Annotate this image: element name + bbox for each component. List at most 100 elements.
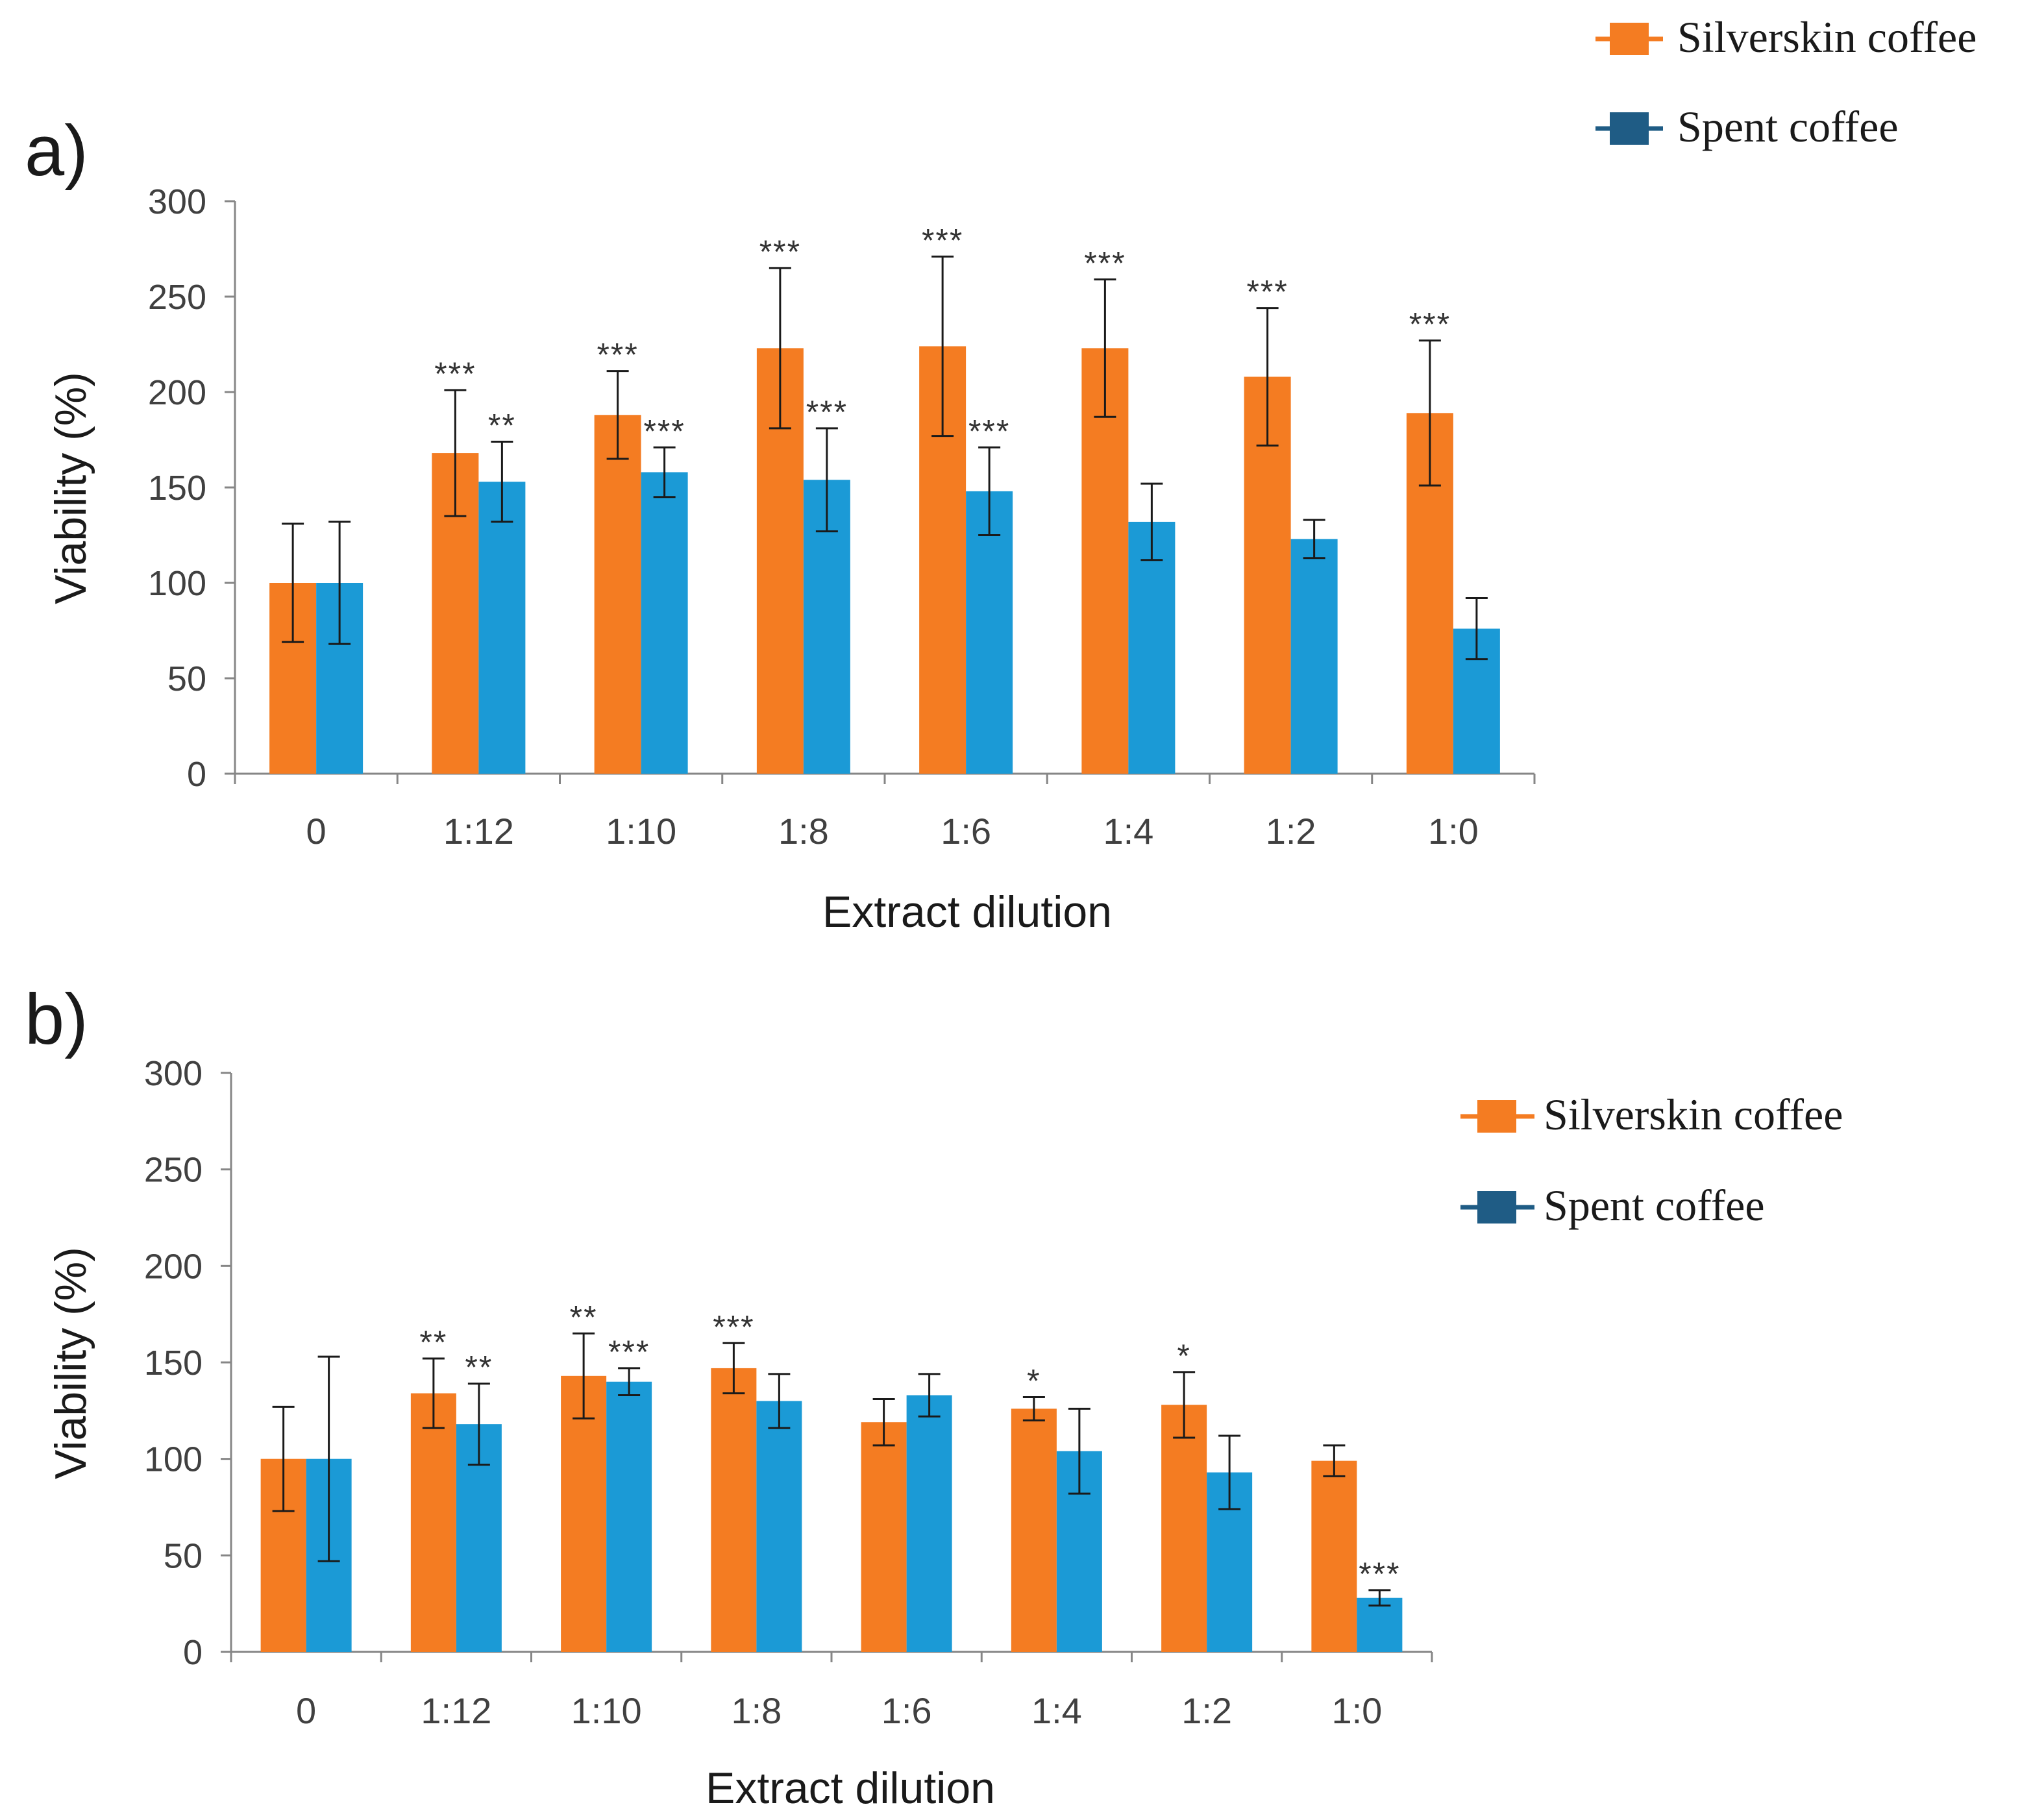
panel-b-y-tick-label: 250 xyxy=(144,1151,203,1190)
panel-b-bar-spent xyxy=(906,1395,952,1652)
panel-b-x-tick-label: 1:8 xyxy=(731,1690,782,1731)
panel-b-legend-silverskin-swatch xyxy=(1477,1100,1516,1133)
panel-a-legend-silverskin[interactable]: Silverskin coffee xyxy=(1595,12,1977,62)
panel-a-error-bar-spent xyxy=(491,440,513,523)
panel-b-legend: Silverskin coffee Spent coffee xyxy=(1460,1090,1843,1230)
panel-b-y-tick-label: 300 xyxy=(144,1054,203,1093)
panel-b-significance-silverskin: ** xyxy=(419,1324,447,1360)
panel-a-y-tick-label: 150 xyxy=(148,469,206,508)
panel-b-x-tick-label: 1:4 xyxy=(1031,1690,1082,1731)
panel-b-x-tick-label: 0 xyxy=(296,1690,316,1731)
panel-b-error-bar-silverskin xyxy=(1022,1396,1045,1421)
panel-a-significance-spent: *** xyxy=(643,413,685,449)
panel-a-significance-spent: *** xyxy=(806,394,848,430)
panel-b-legend-spent-swatch xyxy=(1477,1191,1516,1224)
panel-a-significance-silverskin: *** xyxy=(434,356,476,392)
panel-b-significance-spent: *** xyxy=(608,1334,650,1370)
panel-b-legend-silverskin-label: Silverskin coffee xyxy=(1544,1090,1843,1139)
panel-a-legend-spent-label: Spent coffee xyxy=(1677,102,1899,151)
panel-b-significance-silverskin: ** xyxy=(570,1299,598,1335)
panel-a-error-bar-silverskin xyxy=(1418,339,1441,487)
panel-a-bar-spent xyxy=(1290,539,1338,774)
panel-a-bar-spent xyxy=(641,472,688,774)
panel-a-x-tick-label: 1:4 xyxy=(1103,811,1153,852)
panel-a-significance-silverskin: *** xyxy=(1409,306,1451,343)
panel-b-error-bar-spent xyxy=(618,1367,641,1397)
panel-a-y-tick-label: 200 xyxy=(148,373,206,412)
panel-b-x-tick-label: 1:6 xyxy=(881,1690,932,1731)
panel-b-x-tick-label: 1:2 xyxy=(1181,1690,1232,1731)
panel-b-bar-silverskin xyxy=(711,1368,757,1652)
panel-a-x-tick-label: 0 xyxy=(306,811,326,852)
panel-b-significance-spent: *** xyxy=(1359,1556,1400,1592)
panel-a-bar-spent xyxy=(966,491,1013,774)
panel-b-bar-spent xyxy=(1357,1597,1403,1652)
panel-b-significance-silverskin: * xyxy=(1027,1363,1041,1399)
panel-a-y-tick-label: 0 xyxy=(187,755,206,794)
panel-b-error-bar-spent xyxy=(1068,1407,1090,1495)
panel-a-error-bar-spent xyxy=(1465,597,1488,661)
panel-a-label: a) xyxy=(25,111,88,191)
panel-a-error-bar-silverskin xyxy=(444,389,467,517)
panel-a-x-tick-label: 1:2 xyxy=(1266,811,1316,852)
panel-a-x-tick-label: 1:0 xyxy=(1428,811,1479,852)
panel-a-x-tick-label: 1:10 xyxy=(606,811,676,852)
panel-b-error-bar-spent xyxy=(768,1373,791,1429)
panel-a-legend-silverskin-swatch xyxy=(1610,23,1649,55)
panel-a-error-bar-spent xyxy=(328,521,351,645)
panel-a-significance-silverskin: *** xyxy=(1084,245,1126,282)
panel-b-error-bar-spent xyxy=(918,1373,941,1418)
panel-b-significance-silverskin: * xyxy=(1177,1338,1190,1374)
panel-a-bar-silverskin xyxy=(1081,348,1129,774)
panel-b-y-tick-label: 150 xyxy=(144,1344,203,1383)
panel-b-error-bar-spent xyxy=(317,1355,340,1562)
panel-b-x-axis-title: Extract dilution xyxy=(706,1764,995,1813)
panel-b-significance-spent: ** xyxy=(465,1349,493,1386)
panel-b-x-tick-label: 1:0 xyxy=(1331,1690,1382,1731)
panel-b-x-tick-label: 1:12 xyxy=(421,1690,491,1731)
panel-a-y-tick-label: 300 xyxy=(148,182,206,221)
panel-a-x-tick-label: 1:6 xyxy=(941,811,991,852)
panel-b-y-tick-label: 0 xyxy=(183,1633,203,1672)
panel-a-error-bar-spent xyxy=(1140,482,1163,561)
panel-b-bar-spent xyxy=(756,1401,802,1652)
panel-b-legend-spent[interactable]: Spent coffee xyxy=(1460,1181,1765,1230)
panel-b-bar-spent xyxy=(606,1381,652,1652)
panel-a-x-axis-title: Extract dilution xyxy=(822,887,1112,937)
panel-a-significance-spent: *** xyxy=(968,413,1010,449)
panel-a-x-tick-label: 1:8 xyxy=(778,811,829,852)
panel-a-y-tick-label: 100 xyxy=(148,564,206,603)
panel-a-error-bar-silverskin xyxy=(769,267,791,430)
panel-a-chart: a) Silverskin coffee Spent coffee 0 50 100… xyxy=(25,12,1977,937)
panel-a-legend-spent-swatch xyxy=(1610,112,1649,145)
panel-b-error-bar-silverskin xyxy=(1173,1371,1196,1439)
panel-b-error-bar-spent xyxy=(1368,1589,1391,1607)
panel-a-error-bar-spent xyxy=(653,446,676,498)
panel-b-error-bar-silverskin xyxy=(872,1397,895,1447)
panel-a-y-tick-label: 250 xyxy=(148,278,206,317)
panel-b-label: b) xyxy=(25,979,88,1059)
panel-a-legend-spent[interactable]: Spent coffee xyxy=(1595,102,1899,151)
panel-a-y-axis-title: Viability (%) xyxy=(46,372,95,604)
panel-a-significance-silverskin: *** xyxy=(759,234,801,270)
panel-b-y-tick-label: 200 xyxy=(144,1247,203,1286)
panel-b-error-bar-spent xyxy=(467,1383,490,1466)
panel-b-error-bar-silverskin xyxy=(272,1405,295,1512)
panel-b-y-tick-label: 100 xyxy=(144,1440,203,1479)
panel-a-error-bar-spent xyxy=(978,446,1001,536)
panel-a-error-bar-silverskin xyxy=(606,370,629,460)
panel-a-x-tick-label: 1:12 xyxy=(443,811,514,852)
panel-b-error-bar-silverskin xyxy=(722,1342,745,1395)
panel-a-bar-silverskin xyxy=(594,415,641,774)
panel-b-error-bar-spent xyxy=(1218,1434,1241,1510)
panel-b-bar-silverskin xyxy=(410,1393,456,1652)
panel-b-error-bar-silverskin xyxy=(1323,1444,1346,1477)
panel-a-significance-silverskin: *** xyxy=(597,337,638,373)
panel-b-bar-silverskin xyxy=(1311,1460,1357,1652)
panel-b-bar-silverskin xyxy=(861,1422,907,1652)
panel-a-significance-spent: ** xyxy=(488,407,516,443)
panel-b-legend-silverskin[interactable]: Silverskin coffee xyxy=(1460,1090,1843,1139)
